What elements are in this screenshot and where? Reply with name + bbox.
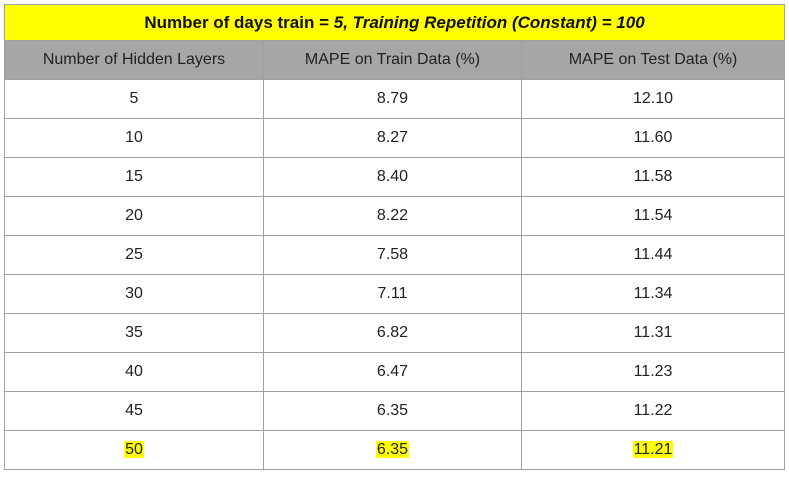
cell-test-mape: 11.31 <box>520 313 786 353</box>
table-row: 15 8.40 11.58 <box>4 157 786 197</box>
column-header-row: Number of Hidden Layers MAPE on Train Da… <box>4 40 786 80</box>
column-header-hidden-layers: Number of Hidden Layers <box>4 40 264 80</box>
cell-hidden-layers: 10 <box>4 118 264 158</box>
cell-train-mape-value: 8.22 <box>376 207 409 224</box>
cell-train-mape: 7.58 <box>263 235 522 275</box>
table-row: 40 6.47 11.23 <box>4 352 786 392</box>
cell-train-mape-value: 8.40 <box>376 168 409 185</box>
table-row: 10 8.27 11.60 <box>4 118 786 158</box>
table-row: 35 6.82 11.31 <box>4 313 786 353</box>
table-row: 30 7.11 11.34 <box>4 274 786 314</box>
cell-train-mape-value: 6.35 <box>376 402 409 419</box>
cell-hidden-layers: 35 <box>4 313 264 353</box>
table-title-prefix: Number of days train = <box>144 12 334 32</box>
cell-test-mape-value: 12.10 <box>632 90 674 107</box>
cell-test-mape-value: 11.23 <box>633 363 673 380</box>
cell-test-mape-value: 11.60 <box>633 129 673 146</box>
cell-hidden-layers-value: 5 <box>129 90 139 107</box>
cell-hidden-layers-value: 10 <box>125 129 143 146</box>
cell-hidden-layers-value: 15 <box>125 168 143 185</box>
cell-train-mape: 8.40 <box>263 157 522 197</box>
cell-test-mape-value: 11.34 <box>633 285 673 302</box>
column-header-test-mape: MAPE on Test Data (%) <box>520 40 786 80</box>
cell-test-mape-value: 11.22 <box>633 402 673 419</box>
cell-train-mape-value: 8.79 <box>376 90 409 107</box>
cell-train-mape: 7.11 <box>263 274 522 314</box>
table-row: 5 8.79 12.10 <box>4 79 786 119</box>
table-row-highlighted: 50 6.35 11.21 <box>4 430 786 470</box>
cell-test-mape: 12.10 <box>520 79 786 119</box>
results-table-container: Number of days train = 5, Training Repet… <box>3 4 786 470</box>
cell-test-mape: 11.44 <box>520 235 786 275</box>
cell-test-mape: 11.23 <box>520 352 786 392</box>
table-row: 25 7.58 11.44 <box>4 235 786 275</box>
cell-train-mape: 8.22 <box>263 196 522 236</box>
cell-train-mape-value: 7.11 <box>377 285 408 302</box>
cell-test-mape-value: 11.58 <box>633 168 673 185</box>
table-title-parameters: 5, Training Repetition (Constant) = 100 <box>333 12 645 32</box>
cell-hidden-layers: 15 <box>4 157 264 197</box>
cell-test-mape: 11.21 <box>520 430 786 470</box>
cell-train-mape: 6.47 <box>263 352 522 392</box>
cell-hidden-layers: 20 <box>4 196 264 236</box>
cell-test-mape: 11.54 <box>520 196 786 236</box>
cell-train-mape: 8.27 <box>263 118 522 158</box>
table-title: Number of days train = 5, Training Repet… <box>3 4 786 41</box>
cell-hidden-layers: 45 <box>4 391 264 431</box>
cell-hidden-layers: 30 <box>4 274 264 314</box>
cell-test-mape-value: 11.54 <box>633 207 673 224</box>
cell-test-mape: 11.22 <box>520 391 786 431</box>
cell-test-mape-value: 11.21 <box>632 441 674 458</box>
cell-hidden-layers-value: 35 <box>125 324 143 341</box>
cell-hidden-layers: 25 <box>4 235 264 275</box>
column-header-train-mape: MAPE on Train Data (%) <box>263 40 522 80</box>
cell-train-mape: 8.79 <box>263 79 522 119</box>
cell-test-mape: 11.60 <box>520 118 786 158</box>
cell-train-mape-value: 6.82 <box>376 324 409 341</box>
results-table: Number of days train = 5, Training Repet… <box>3 4 786 470</box>
cell-test-mape-value: 11.31 <box>633 324 673 341</box>
cell-train-mape: 6.35 <box>263 391 522 431</box>
cell-test-mape-value: 11.44 <box>633 246 673 263</box>
cell-train-mape-value: 6.47 <box>376 363 409 380</box>
cell-train-mape-value: 6.35 <box>375 441 410 458</box>
cell-hidden-layers-value: 40 <box>125 363 143 380</box>
table-body: 5 8.79 12.10 10 8.27 11.60 15 8.40 11.58… <box>4 79 786 470</box>
table-row: 20 8.22 11.54 <box>4 196 786 236</box>
cell-train-mape-value: 7.58 <box>376 246 409 263</box>
cell-hidden-layers-value: 45 <box>125 402 143 419</box>
cell-train-mape: 6.35 <box>263 430 522 470</box>
cell-test-mape: 11.58 <box>520 157 786 197</box>
cell-hidden-layers: 50 <box>4 430 264 470</box>
cell-hidden-layers-value: 50 <box>124 441 144 458</box>
cell-hidden-layers: 5 <box>4 79 264 119</box>
cell-test-mape: 11.34 <box>520 274 786 314</box>
cell-train-mape-value: 8.27 <box>376 129 409 146</box>
cell-train-mape: 6.82 <box>263 313 522 353</box>
cell-hidden-layers-value: 30 <box>125 285 143 302</box>
cell-hidden-layers-value: 20 <box>125 207 143 224</box>
table-title-row: Number of days train = 5, Training Repet… <box>3 4 786 41</box>
cell-hidden-layers: 40 <box>4 352 264 392</box>
table-row: 45 6.35 11.22 <box>4 391 786 431</box>
cell-hidden-layers-value: 25 <box>125 246 143 263</box>
